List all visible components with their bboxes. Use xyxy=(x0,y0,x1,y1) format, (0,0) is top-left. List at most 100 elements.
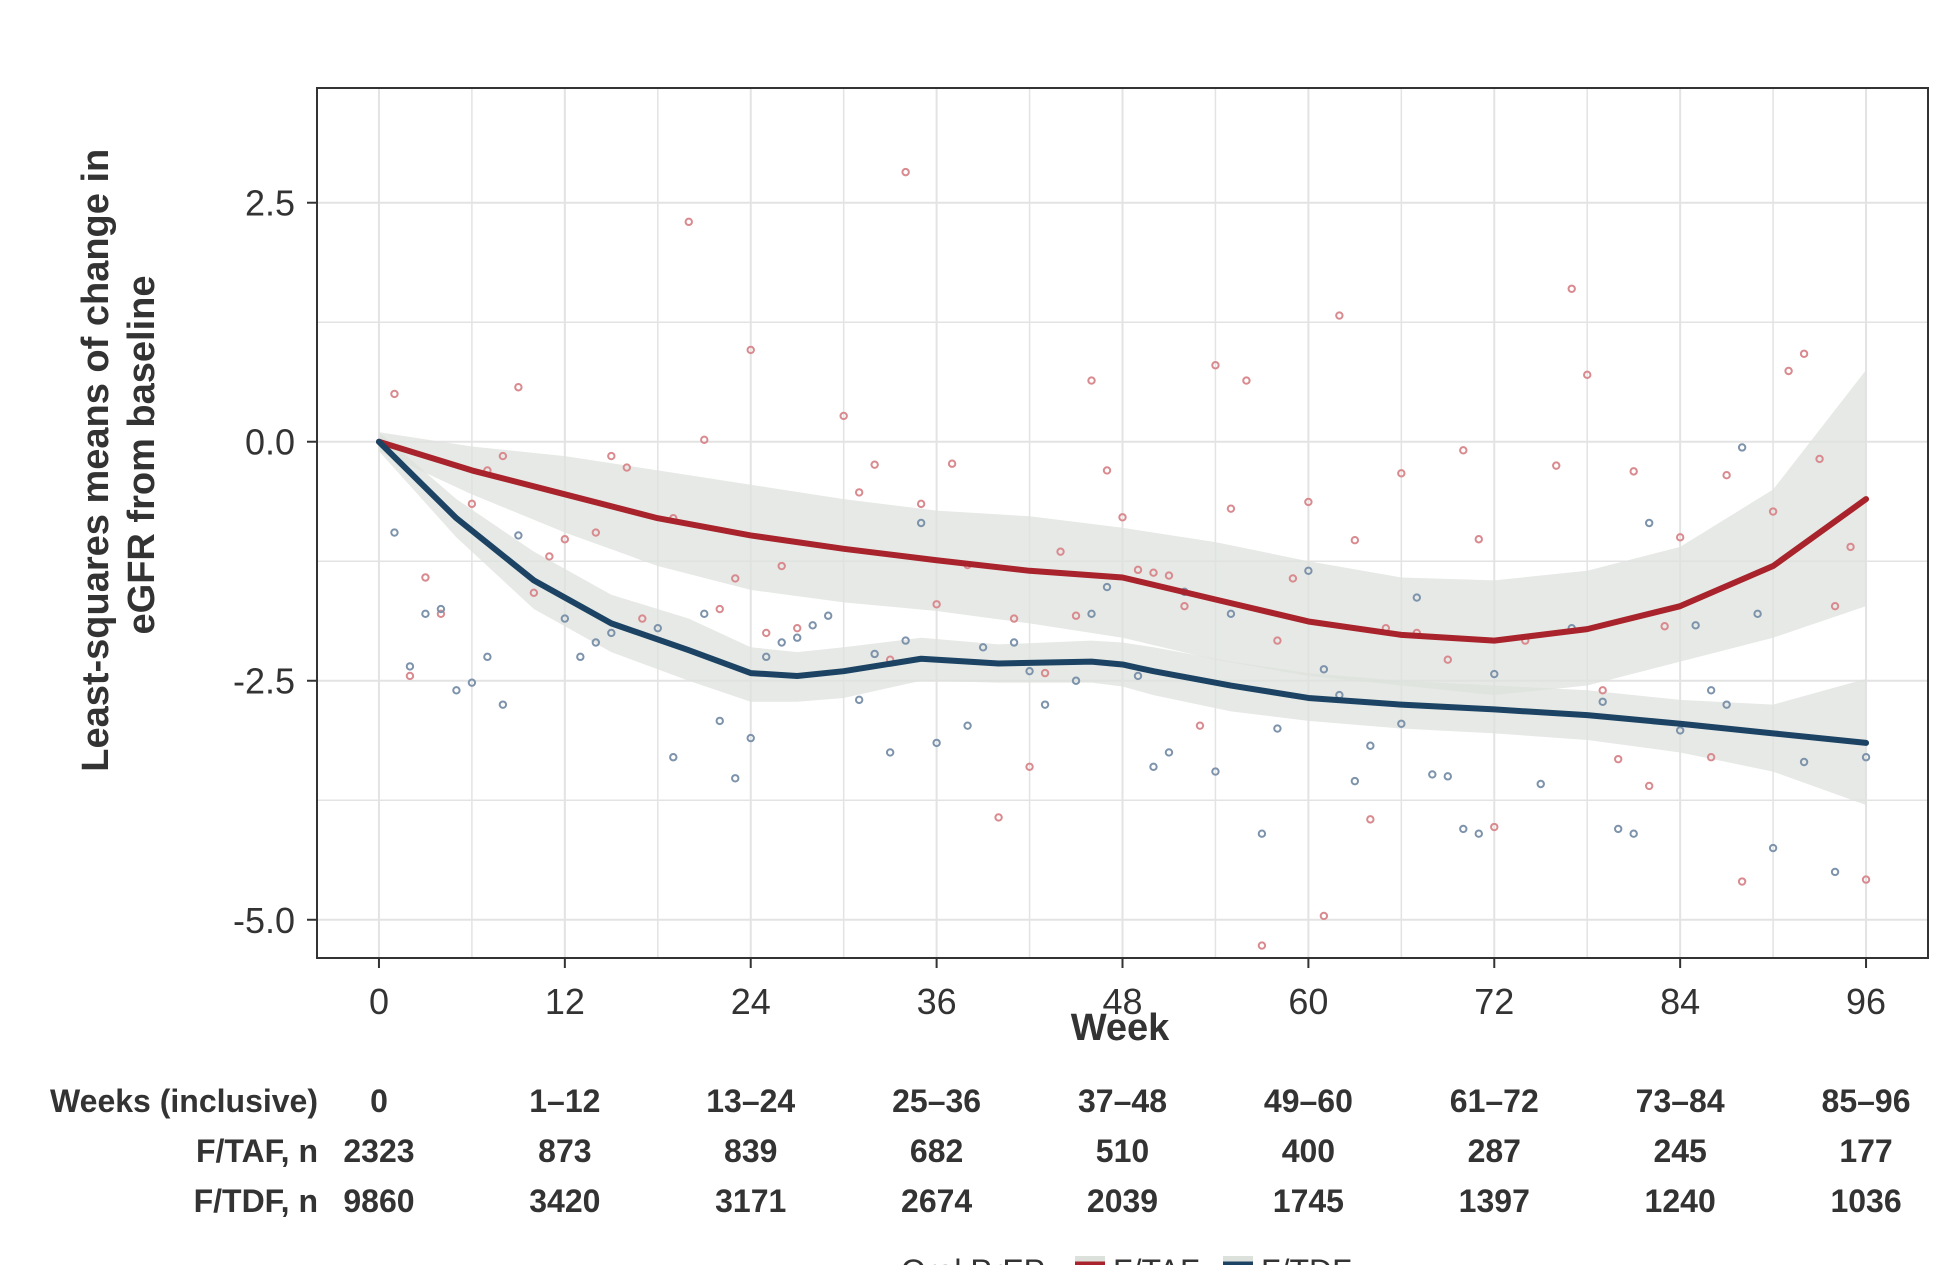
data-point-ftdf xyxy=(1211,767,1220,776)
data-point-ftdf xyxy=(1644,518,1654,528)
legend-key-band xyxy=(1075,1256,1105,1265)
data-point-ftdf xyxy=(1397,719,1406,728)
data-point-ftaf xyxy=(1613,754,1623,764)
data-point-ftdf xyxy=(823,611,833,620)
data-point-ftaf xyxy=(700,435,709,445)
data-point-ftaf xyxy=(467,499,477,509)
data-point-ftaf xyxy=(1768,507,1778,516)
data-point-ftaf xyxy=(1397,469,1406,478)
data-point-ftaf xyxy=(994,813,1003,822)
data-point-ftdf xyxy=(1598,697,1607,706)
trend-lines xyxy=(375,438,1870,746)
data-point-ftaf xyxy=(591,528,601,537)
risk-table-column-header: 49–60 xyxy=(1264,1083,1353,1119)
data-point-ftaf xyxy=(1164,571,1174,580)
data-point-ftdf xyxy=(1133,671,1143,681)
data-point-ftaf xyxy=(1366,815,1375,824)
legend: Oral PrEP F/TAF F/TDF xyxy=(901,1253,1352,1265)
x-tick-label: 48 xyxy=(1102,981,1142,1022)
data-point-ftaf xyxy=(1784,366,1793,376)
data-point-ftaf xyxy=(1195,721,1205,730)
x-tick-label: 12 xyxy=(545,981,585,1022)
data-point-ftdf xyxy=(1071,676,1081,685)
data-point-ftaf xyxy=(622,463,632,472)
data-point-ftdf xyxy=(870,649,879,659)
data-point-ftdf xyxy=(715,716,724,726)
trend-line-ftaf xyxy=(375,438,1870,644)
legend-key-band xyxy=(1223,1256,1253,1265)
data-point-ftaf xyxy=(839,411,848,421)
data-point-ftaf xyxy=(1226,504,1236,513)
risk-table-cell: 873 xyxy=(538,1133,591,1169)
data-point-ftdf xyxy=(1490,669,1499,679)
data-point-ftdf xyxy=(731,774,740,783)
x-tick-label: 60 xyxy=(1288,981,1328,1022)
data-point-ftdf xyxy=(978,643,988,652)
data-point-ftaf xyxy=(1304,497,1313,507)
risk-table-column-header: 1–12 xyxy=(529,1083,600,1119)
data-point-ftdf xyxy=(1257,829,1267,838)
data-point-ftaf xyxy=(1861,875,1871,884)
data-point-ftaf xyxy=(1071,611,1081,620)
risk-table-cell: 3420 xyxy=(529,1183,600,1219)
data-point-ftdf xyxy=(1737,443,1747,452)
risk-table-column-header: 0 xyxy=(370,1083,388,1119)
data-point-ftdf xyxy=(854,695,864,705)
risk-table-column-header: 61–72 xyxy=(1450,1083,1539,1119)
data-point-ftaf xyxy=(1009,614,1019,623)
y-tick-label: 2.5 xyxy=(245,183,295,224)
data-point-ftaf xyxy=(1474,535,1483,544)
data-point-ftaf xyxy=(1180,601,1189,611)
data-point-ftaf xyxy=(1335,311,1344,320)
data-point-ftaf xyxy=(777,561,786,571)
trend-line-ftdf xyxy=(375,438,1870,746)
data-point-ftaf xyxy=(1087,376,1096,385)
risk-table-column-header: 37–48 xyxy=(1078,1083,1167,1119)
risk-table-column-header: 73–84 xyxy=(1636,1083,1725,1119)
data-point-ftdf xyxy=(963,721,972,730)
data-point-ftdf xyxy=(901,636,910,645)
data-point-ftaf xyxy=(1552,461,1561,470)
y-tick-label: 0.0 xyxy=(245,422,295,463)
x-tick-label: 0 xyxy=(369,981,389,1022)
data-point-ftaf xyxy=(916,499,926,509)
data-point-ftdf xyxy=(1753,609,1762,619)
data-point-ftdf xyxy=(1040,700,1050,709)
x-tick-label: 24 xyxy=(731,981,771,1022)
data-point-ftdf xyxy=(498,700,508,709)
data-point-ftaf xyxy=(1149,568,1158,577)
data-point-ftaf xyxy=(545,552,554,561)
data-point-ftdf xyxy=(700,609,709,619)
data-point-ftdf xyxy=(1273,724,1282,733)
data-point-ftaf xyxy=(1273,636,1282,645)
risk-table-cell: 177 xyxy=(1839,1133,1892,1169)
data-point-ftdf xyxy=(777,638,786,647)
data-point-ftdf xyxy=(1443,772,1452,781)
y-axis-title-line-2: eGFR from baseline xyxy=(121,276,163,635)
data-point-ftaf xyxy=(684,217,693,227)
risk-table-cell: 1036 xyxy=(1830,1183,1901,1219)
data-point-ftdf xyxy=(390,528,399,537)
risk-table-cell: 1240 xyxy=(1645,1183,1716,1219)
data-point-ftaf xyxy=(560,535,570,544)
data-point-ftaf xyxy=(436,609,446,619)
y-axis-title: Least-squares means of change in eGFR fr… xyxy=(75,138,163,772)
data-point-ftaf xyxy=(731,574,740,583)
x-tick-label: 84 xyxy=(1660,981,1700,1022)
data-point-ftaf xyxy=(1644,781,1654,791)
data-point-ftdf xyxy=(932,738,941,748)
data-point-ftaf xyxy=(762,628,771,638)
data-point-ftdf xyxy=(1350,776,1360,786)
data-point-ftdf xyxy=(1304,566,1313,576)
data-point-ftdf xyxy=(1164,748,1174,757)
legend-entry-label: F/TDF xyxy=(1261,1253,1352,1265)
risk-table-header-label: Weeks (inclusive) xyxy=(50,1083,318,1119)
risk-table-cell: 3171 xyxy=(715,1183,786,1219)
risk-table-cell: 510 xyxy=(1096,1133,1149,1169)
data-point-ftdf xyxy=(885,748,895,757)
data-point-ftaf xyxy=(1056,547,1065,556)
data-point-ftdf xyxy=(483,652,492,662)
data-point-ftdf xyxy=(793,633,802,642)
data-point-ftdf xyxy=(560,614,570,623)
data-point-ftaf xyxy=(607,451,616,461)
